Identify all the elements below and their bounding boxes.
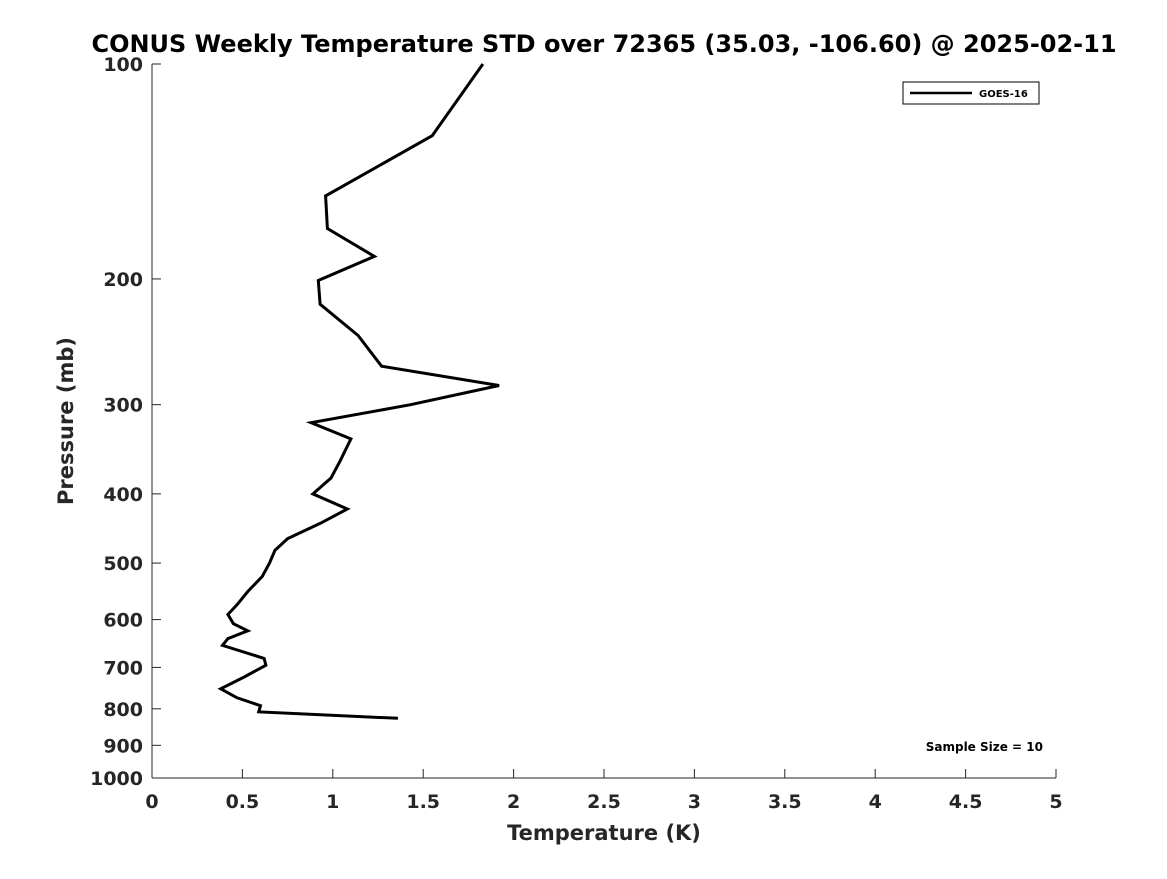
x-tick-label: 3.5 — [768, 791, 802, 813]
x-tick-label: 2 — [507, 791, 520, 813]
y-tick-label: 1000 — [90, 768, 143, 790]
y-tick-label: 900 — [103, 735, 143, 757]
legend-label-goes-16: GOES-16 — [979, 89, 1028, 100]
x-tick-label: 5 — [1049, 791, 1062, 813]
y-tick-label: 200 — [103, 269, 143, 291]
x-ticks-group: 0 0.5 1 1.5 2 2.5 3 3.5 4 4.5 5 — [145, 769, 1063, 813]
y-tick-label: 800 — [103, 699, 143, 721]
x-tick-label: 3 — [688, 791, 701, 813]
y-tick-label: 100 — [103, 54, 143, 76]
series-line-goes-16 — [217, 63, 500, 720]
x-tick-label: 4.5 — [949, 791, 983, 813]
y-tick-label: 400 — [103, 484, 143, 506]
y-axis-label: Pressure (mb) — [54, 337, 78, 505]
x-axis-label: Temperature (K) — [507, 821, 701, 845]
x-tick-label: 1.5 — [406, 791, 440, 813]
axes-group — [151, 64, 1056, 779]
y-tick-label: 600 — [103, 610, 143, 632]
y-ticks-group: 100 200 300 400 500 600 700 800 900 1000 — [90, 54, 161, 790]
x-tick-label: 0.5 — [226, 791, 260, 813]
y-tick-label: 300 — [103, 395, 143, 417]
series-group — [217, 63, 500, 720]
y-tick-label: 500 — [103, 553, 143, 575]
x-tick-label: 1 — [326, 791, 339, 813]
sample-size-annotation: Sample Size = 10 — [926, 740, 1043, 754]
x-tick-label: 0 — [145, 791, 158, 813]
x-tick-label: 4 — [869, 791, 882, 813]
chart-title: CONUS Weekly Temperature STD over 72365 … — [91, 30, 1116, 58]
x-tick-label: 2.5 — [587, 791, 621, 813]
y-tick-label: 700 — [103, 657, 143, 679]
legend: GOES-16 — [902, 81, 1040, 105]
